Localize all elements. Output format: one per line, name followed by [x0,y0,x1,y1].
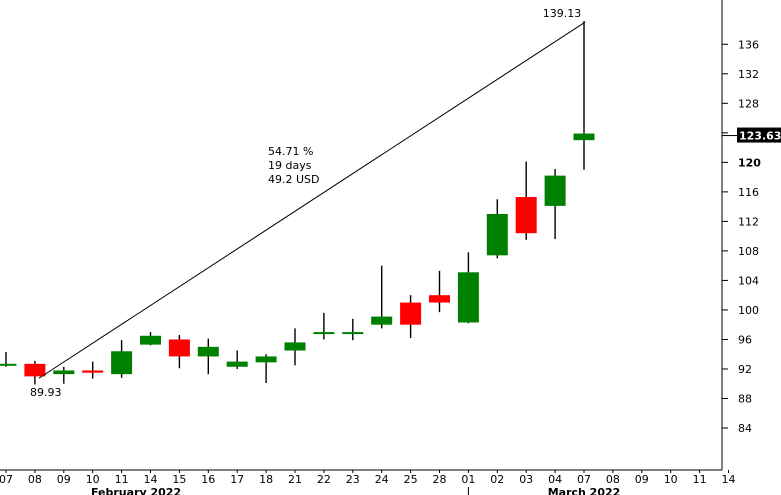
y-tick-label: 112 [738,215,759,228]
y-tick-label: 84 [738,422,752,435]
candle-body [400,302,422,325]
x-tick-label: 14 [722,473,736,486]
x-tick-label: 07 [577,473,591,486]
x-tick-label: 21 [288,473,302,486]
candle-body [284,342,306,351]
x-tick-label: 24 [375,473,389,486]
candle-body [515,197,537,234]
x-tick-label: 08 [606,473,620,486]
x-tick-label: 16 [201,473,215,486]
last-price-tag: 123.63 [722,127,781,143]
candle-body [457,272,479,323]
x-tick-label: 14 [144,473,158,486]
stat-percent-label: 54.71 % [268,145,313,158]
x-tick-label: 25 [404,473,418,486]
y-tick-label: 132 [738,68,759,81]
x-tick-label: 11 [693,473,707,486]
month-label: March 2022 [548,486,621,495]
y-tick-label: 120 [738,156,761,169]
candle-body [573,133,595,141]
candle-body [53,370,75,375]
candle-body [168,339,190,357]
last-price-tag-background [737,127,781,143]
y-tick-label: 128 [738,97,759,110]
month-label: February 2022 [91,486,181,495]
candle-body [342,332,364,335]
candle-body [140,335,161,345]
x-tick-label: 22 [317,473,331,486]
x-tick-label: 11 [115,473,129,486]
candle-body [0,363,17,366]
x-tick-label: 01 [461,473,475,486]
last-price-tag-text: 123.63 [739,130,781,143]
x-tick-label: 15 [172,473,186,486]
x-tick-label: 02 [490,473,504,486]
y-tick-label: 116 [738,186,759,199]
x-tick-label: 07 [0,473,13,486]
candle-body [544,175,566,206]
candle-body [111,351,133,375]
candle-body [371,316,393,325]
x-tick-label: 10 [86,473,100,486]
annotations-layer: 89.93 139.13 54.71 % 19 days 49.2 USD [30,7,581,399]
stat-days-label: 19 days [268,159,312,172]
trend-line [38,21,586,379]
x-tick-label: 23 [346,473,360,486]
y-tick-label: 108 [738,245,759,258]
y-tick-label: 136 [738,38,759,51]
candles-layer [0,21,595,385]
candle-body [82,370,104,373]
high-price-label: 139.13 [543,7,582,20]
candle-body [255,356,277,363]
candle-body [429,295,450,303]
candle-body [486,214,508,256]
candle-body [226,361,248,367]
candle-body [197,346,219,357]
x-tick-label: 08 [28,473,42,486]
x-tick-label: 09 [57,473,71,486]
candle-body [313,332,335,335]
low-price-label: 89.93 [30,386,62,399]
candle-body [24,363,46,377]
x-tick-label: 10 [664,473,678,486]
stat-usd-label: 49.2 USD [268,173,320,186]
y-tick-label: 96 [738,333,752,346]
y-tick-label: 88 [738,393,752,406]
x-tick-label: 09 [635,473,649,486]
y-axis: 84 88 92 96 100 104 108 112 116 120 128 132 136 [721,0,761,470]
x-tick-label: 03 [519,473,533,486]
x-tick-label: 28 [433,473,447,486]
x-tick-label: 17 [230,473,244,486]
y-tick-label: 92 [738,363,752,376]
x-tick-label: 04 [548,473,562,486]
y-tick-label: 104 [738,274,759,287]
y-tick-label: 100 [738,304,759,317]
x-tick-label: 18 [259,473,273,486]
x-axis: 07 08 09 10 11 14 15 16 17 18 21 22 23 24 25 28 01 02 03 04… [0,469,736,495]
trend-layer [38,21,586,379]
